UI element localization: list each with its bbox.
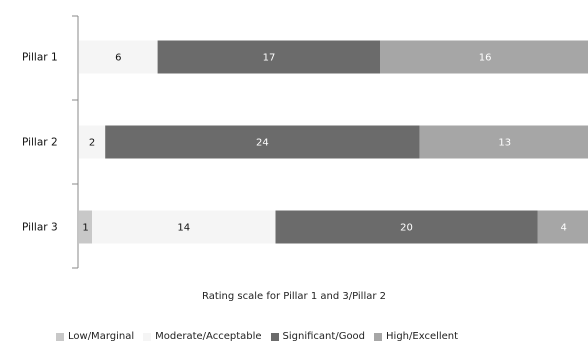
legend-item: High/Excellent <box>374 331 458 342</box>
bar-segment-1-2 <box>79 40 158 74</box>
legend: Low/Marginal Moderate/Acceptable Significa… <box>56 331 588 342</box>
legend-label: Significant/Good <box>282 331 366 342</box>
category-label: Pillar 3 <box>22 222 58 234</box>
x-axis-title: Rating scale for Pillar 1 and 3/Pillar 2 <box>201 291 387 302</box>
bar-value-label: 1 <box>82 223 88 234</box>
legend-item: Low/Marginal <box>56 331 134 342</box>
bar-segment-3-3 <box>275 210 538 244</box>
legend-swatch <box>374 332 383 341</box>
legend-label: High/Excellent <box>386 331 459 342</box>
legend-swatch <box>270 332 279 341</box>
bar-value-label: 20 <box>400 223 413 234</box>
bar-segment-1-3 <box>157 40 381 74</box>
bar-value-label: 14 <box>177 223 190 234</box>
legend-item: Moderate/Acceptable <box>143 331 262 342</box>
bar-segment-1-4 <box>380 40 588 74</box>
bar-value-label: 24 <box>256 138 269 149</box>
bar-segment-3-2 <box>92 210 276 244</box>
bar-segment-3-4 <box>537 210 588 244</box>
bars-group <box>79 40 588 244</box>
bar-segment-2-2 <box>79 125 106 159</box>
legend-label: Low/Marginal <box>68 331 135 342</box>
bar-value-label: 13 <box>498 138 511 149</box>
legend-swatch <box>56 332 64 341</box>
bar-segment-2-3 <box>105 125 420 159</box>
legend-label: Moderate/Acceptable <box>155 331 262 342</box>
value-labels-group: 6 17 16 2 24 13 1 14 20 4 <box>82 53 567 234</box>
legend-item: Significant/Good <box>270 331 366 342</box>
bar-value-label: 17 <box>263 53 276 64</box>
category-label: Pillar 2 <box>22 137 58 149</box>
category-label: Pillar 1 <box>22 52 58 64</box>
bar-segment-2-4 <box>419 125 588 159</box>
bar-value-label: 2 <box>89 138 95 149</box>
legend-swatch <box>143 332 152 341</box>
bar-value-label: 4 <box>561 223 567 234</box>
bar-segment-3-1 <box>79 210 93 244</box>
y-axis <box>72 15 79 269</box>
bar-value-label: 16 <box>479 53 492 64</box>
category-labels-group: Pillar 1 Pillar 2 Pillar 3 <box>22 52 58 234</box>
bar-value-label: 6 <box>115 53 121 64</box>
